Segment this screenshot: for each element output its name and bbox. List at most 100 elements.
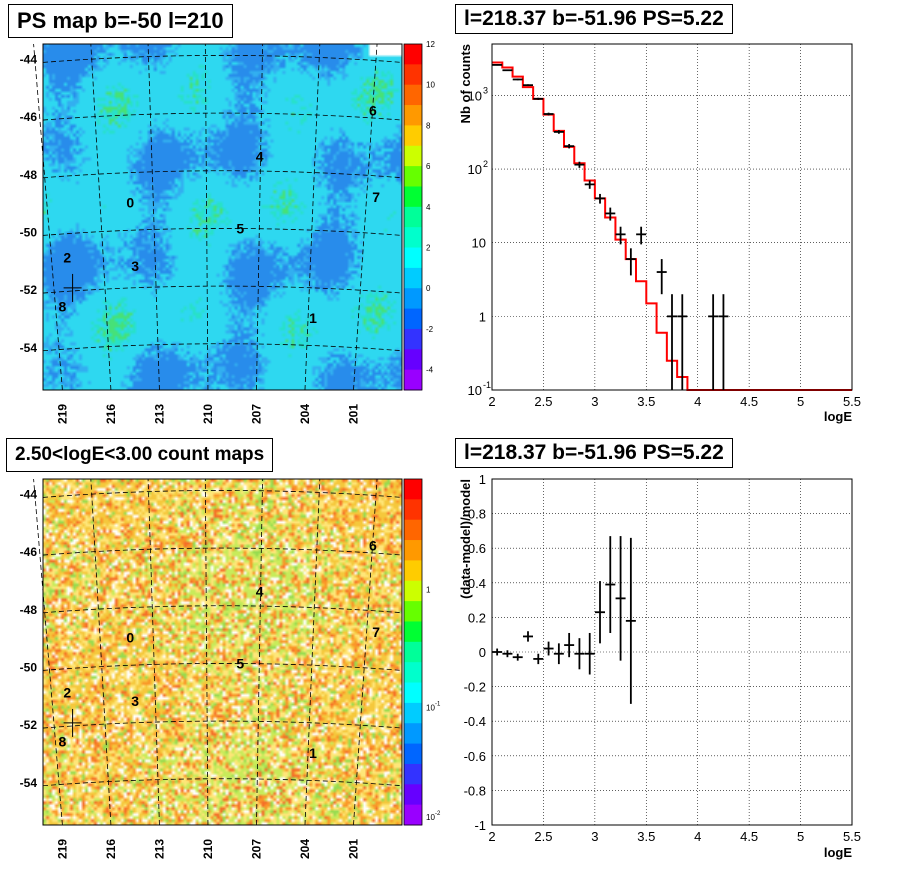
x-tick-label: 5 [797, 394, 804, 409]
colorbar-segment [404, 64, 422, 86]
y-tick-exponent: 3 [483, 85, 488, 95]
colorbar-tick-label: 0 [426, 284, 431, 293]
lon-gridline-2 [147, 43, 160, 391]
model-step-line [492, 61, 852, 391]
colorbar-tick-label: 6 [426, 162, 431, 171]
ps-map-title: PS map b=-50 l=210 [8, 4, 233, 38]
source-label-5: 5 [236, 656, 244, 672]
colorbar-frame [403, 478, 423, 826]
colorbar-tick-label: 12 [426, 40, 435, 49]
ps-map-frame [42, 43, 403, 391]
residual-point [564, 632, 575, 658]
y-tick-label: 1 [479, 309, 486, 324]
data-point [553, 130, 564, 134]
lat-gridline-4 [42, 720, 403, 729]
lat-gridline-5 [42, 343, 403, 352]
colorbar-segment [404, 166, 422, 187]
colorbar-tick-label: 1 [426, 586, 431, 595]
lat-gridline-3 [42, 228, 403, 236]
x-tick-label: 3 [591, 829, 598, 844]
residual-point [625, 537, 636, 704]
lat-gridline-5 [42, 778, 403, 787]
lon-gridline-6 [353, 43, 378, 391]
colorbar-segment [404, 369, 422, 391]
colorbar-segment [404, 267, 422, 289]
residual-point [615, 536, 626, 661]
residual-panel: 2 2.5 3 3.5 4 4.5 5 5.5 1 0.8 0.6 0.4 0.2 0 -0.2 -0.4 -0… [458, 472, 861, 860]
x-tick-label: 216 [104, 839, 118, 859]
lon-gridline-0 [33, 478, 63, 826]
residual-marks [492, 536, 636, 704]
y-tick-label: -54 [20, 341, 38, 355]
lon-gridline-6 [353, 478, 378, 826]
colorbar-tick-exponent: -1 [435, 701, 441, 707]
source-label-2: 2 [63, 684, 71, 700]
count-map-colorbar: 110-110-2 [403, 478, 441, 826]
colorbar-segment [404, 743, 422, 765]
data-point [605, 207, 616, 221]
source-label-8: 8 [59, 298, 67, 314]
x-tick-label: 5 [797, 829, 804, 844]
residual-axes: 2 2.5 3 3.5 4 4.5 5 5.5 1 0.8 0.6 0.4 0.2 0 -0.2 -0.4 -0… [464, 472, 861, 844]
data-point [543, 112, 554, 116]
x-tick-label: 201 [346, 404, 360, 424]
data-point [708, 294, 719, 390]
colorbar-segment [404, 519, 422, 541]
y-tick-label: -0.2 [464, 680, 486, 695]
x-tick-label: 3 [591, 394, 598, 409]
colorbar-segment [404, 641, 422, 663]
residual-point [574, 638, 585, 670]
spectrum-marks [492, 61, 852, 391]
y-tick-label: -54 [20, 776, 38, 790]
colorbar-segment [404, 288, 422, 310]
y-tick-label: -44 [20, 52, 38, 66]
lat-gridline-1 [42, 547, 403, 556]
colorbar-segment [404, 125, 422, 147]
source-label-0: 0 [126, 630, 134, 646]
count-map-frame [42, 478, 403, 826]
y-tick-label: -0.8 [464, 783, 486, 798]
source-label-7: 7 [372, 624, 380, 640]
source-label-5: 5 [236, 221, 244, 237]
spectrum-frame [491, 43, 853, 391]
y-tick-label: -52 [20, 283, 38, 297]
x-tick-label: 216 [104, 404, 118, 424]
data-point [523, 84, 533, 87]
x-tick-label: 2 [488, 394, 495, 409]
ps-map-colorbar: 12 10 8 6 4 2 0 -2 -4 [403, 40, 435, 391]
spectrum-title: l=218.37 b=-51.96 PS=5.22 [455, 4, 733, 34]
data-point [512, 78, 523, 81]
source-label-6: 6 [369, 102, 377, 118]
y-tick-label: -52 [20, 718, 38, 732]
lon-gridline-5 [304, 478, 321, 826]
x-tick-label: 213 [152, 404, 166, 424]
x-tick-label: 210 [201, 839, 215, 859]
y-tick-label: 0.4 [468, 576, 486, 591]
x-tick-label: 5.5 [843, 394, 861, 409]
source-label-1: 1 [309, 310, 317, 326]
colorbar-segment [404, 763, 422, 785]
lat-gridline-2 [42, 170, 403, 179]
y-tick-exponent: 2 [483, 159, 488, 169]
source-label-3: 3 [131, 693, 139, 709]
y-tick-label: -44 [20, 487, 38, 501]
colorbar-segment [404, 723, 422, 745]
colorbar-segment [404, 479, 422, 500]
y-tick-label: 0.8 [468, 507, 486, 522]
count-map-coordinate-grid [33, 478, 403, 826]
colorbar-segment [404, 784, 422, 806]
y-tick-label: -46 [20, 110, 38, 124]
colorbar-segment [404, 499, 422, 521]
data-point [636, 226, 647, 245]
count-map-title: 2.50<logE<3.00 count maps [6, 438, 274, 472]
data-point [667, 294, 677, 390]
source-label-3: 3 [131, 258, 139, 274]
count-map-heatmap [43, 479, 402, 825]
x-tick-label: 4 [694, 394, 701, 409]
colorbar-segment [404, 44, 422, 65]
colorbar-tick-label: 10 [426, 81, 435, 90]
residual-title: l=218.37 b=-51.96 PS=5.22 [455, 438, 733, 468]
